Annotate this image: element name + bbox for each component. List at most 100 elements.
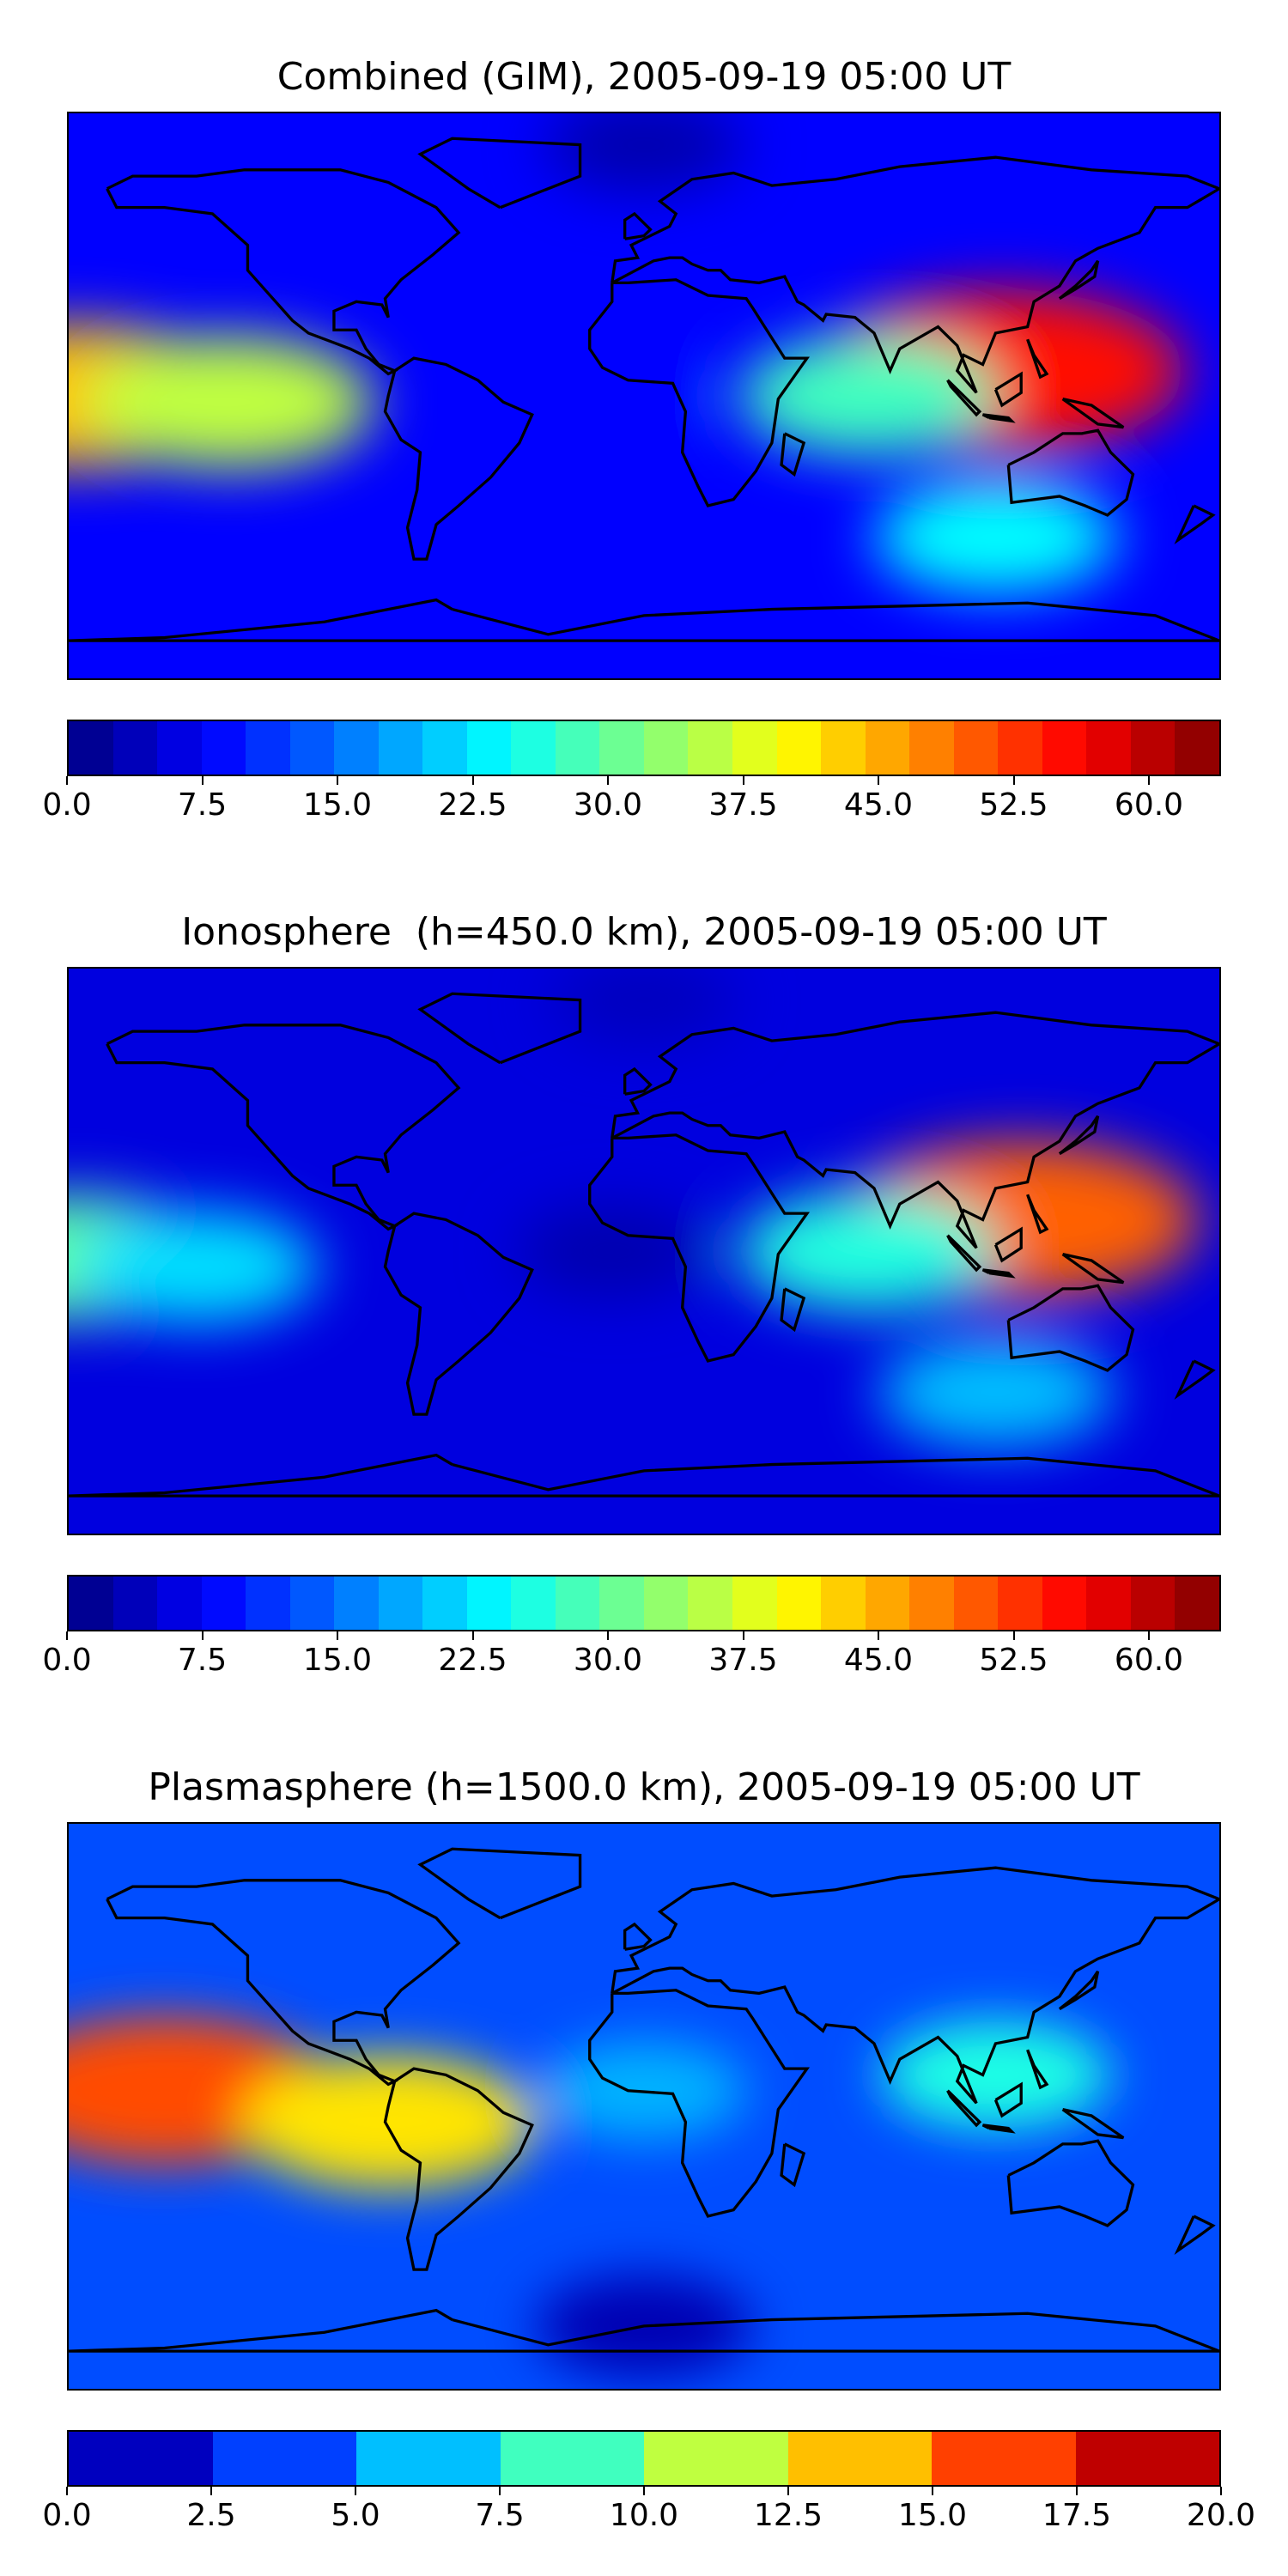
panel-1-coastline-6 xyxy=(69,598,1219,642)
panel-3-colorbar-segment-5 xyxy=(787,2432,932,2485)
panel-3-colorbar-segment-7 xyxy=(1075,2432,1219,2485)
panel-3-coastline-8 xyxy=(981,2123,1016,2134)
panel-1-feature-5 xyxy=(522,351,702,440)
panel-1-map xyxy=(67,112,1221,680)
panel-3-tick-label-2: 5.0 xyxy=(331,2498,380,2533)
panel-2-colorbar-segment-20 xyxy=(953,1577,999,1630)
panel-1-colorbar xyxy=(67,720,1221,776)
panel-2-tick-label-7: 52.5 xyxy=(979,1643,1048,1678)
panel-3-colorbar-segment-0 xyxy=(69,2432,213,2485)
panel-3-colorbar-segment-4 xyxy=(644,2432,788,2485)
panel-1-tick-label-5: 37.5 xyxy=(708,787,778,823)
panel-1-colorbar-segment-18 xyxy=(865,721,910,775)
panel-2-colorbar-segment-3 xyxy=(201,1577,246,1630)
panel-1-colorbar-segment-5 xyxy=(289,721,335,775)
panel-3-map xyxy=(67,1822,1221,2391)
panel-2-colorbar-segment-18 xyxy=(865,1577,910,1630)
panel-1-tick-mark-2 xyxy=(337,776,338,785)
panel-2-tick-label-0: 0.0 xyxy=(42,1643,92,1678)
panel-2-colorbar-segment-1 xyxy=(112,1577,158,1630)
panel-3-coastline-2 xyxy=(417,1847,582,1920)
panel-1-tick-mark-3 xyxy=(471,776,474,785)
panel-3-coastline-6 xyxy=(69,2308,1219,2353)
panel-1-coastline-13 xyxy=(1174,504,1216,545)
panel-1-coastline-11 xyxy=(1058,259,1100,301)
panel-1-tick-mark-5 xyxy=(742,776,744,785)
panel-2-colorbar-segment-0 xyxy=(69,1577,113,1630)
panel-2-colorbar-segment-11 xyxy=(555,1577,600,1630)
panel-2-colorbar-segment-9 xyxy=(466,1577,512,1630)
panel-2-tick-mark-0 xyxy=(66,1631,68,1640)
panel-1-colorbar-segment-9 xyxy=(466,721,512,775)
panel-3-coastline-12 xyxy=(623,1922,653,1951)
panel-2-colorbar-segment-22 xyxy=(1042,1577,1087,1630)
panel-1-tick-label-2: 15.0 xyxy=(302,787,373,823)
panel-1-colorbar-segment-23 xyxy=(1086,721,1131,775)
panel-3-tick-label-0: 0.0 xyxy=(42,2498,92,2533)
panel-1-coastline-9 xyxy=(993,371,1023,408)
panel-2-tick-mark-3 xyxy=(471,1631,474,1640)
panel-1-tick-mark-6 xyxy=(878,776,879,785)
panel-2-colorbar-segment-2 xyxy=(157,1577,202,1630)
panel-2-colorbar-segment-8 xyxy=(422,1577,467,1630)
panel-2-coastline-4 xyxy=(611,1011,1219,1249)
panel-2-colorbar-segment-25 xyxy=(1175,1577,1219,1630)
panel-2-colorbar-ticks: 0.0 7.5 15.0 22.5 30.0 37.5 45.0 52.5 60.0 xyxy=(42,1631,1221,1683)
panel-3-tick-mark-0 xyxy=(66,2487,68,2495)
panel-2-coastline-3 xyxy=(588,1133,811,1363)
panel-2-tick-label-1: 7.5 xyxy=(177,1643,228,1678)
panel-3-tick-label-4: 10.0 xyxy=(609,2498,679,2533)
panel-1-colorbar-segment-17 xyxy=(821,721,866,775)
panel-2-coastline-11 xyxy=(1058,1115,1100,1156)
panel-3-colorbar-segment-3 xyxy=(500,2432,644,2485)
panel-3-tick-label-3: 7.5 xyxy=(475,2498,525,2533)
panel-1-colorbar-segment-6 xyxy=(334,721,379,775)
panel-1-colorbar-segment-10 xyxy=(511,721,556,775)
panel-3-tick-label-7: 17.5 xyxy=(1042,2498,1112,2533)
panel-3-title: Plasmasphere (h=1500.0 km), 2005-09-19 0… xyxy=(148,1765,1140,1809)
panel-1-colorbar-segment-20 xyxy=(953,721,999,775)
panel-3-tick-label-5: 12.5 xyxy=(753,2498,823,2533)
panel-3-coastline-7 xyxy=(946,2089,982,2128)
panel-1-title: Combined (GIM), 2005-09-19 05:00 UT xyxy=(276,55,1012,99)
panel-1-tick-label-3: 22.5 xyxy=(438,787,507,823)
panel-2-colorbar-segment-13 xyxy=(643,1577,689,1630)
panel-2-feature-2 xyxy=(75,1210,319,1324)
panel-2-coastline-14 xyxy=(780,1287,806,1333)
panel-3-coastline-14 xyxy=(780,2142,806,2188)
panel-3-coastline-1 xyxy=(383,2067,534,2271)
panel-1-colorbar-segment-2 xyxy=(157,721,202,775)
panel-1-tick-mark-8 xyxy=(1148,776,1150,785)
panel-2-colorbar-segment-23 xyxy=(1086,1577,1131,1630)
panel-2-colorbar xyxy=(67,1575,1221,1631)
panel-2-tick-label-4: 30.0 xyxy=(573,1643,643,1678)
panel-1-heatmap xyxy=(69,113,1219,678)
panel-3-colorbar-segment-2 xyxy=(356,2432,501,2485)
panel-3-coastline-13 xyxy=(1174,2215,1216,2256)
panel-1-coastline-12 xyxy=(623,211,653,240)
panel-2-coastline-5 xyxy=(1006,1284,1135,1372)
panel-2-tick-label-5: 37.5 xyxy=(708,1643,778,1678)
panel-2-coastline-8 xyxy=(981,1268,1016,1279)
panel-1-coastline-10 xyxy=(1061,398,1125,429)
panel-2-tick-mark-5 xyxy=(742,1631,744,1640)
panel-3-coastline-11 xyxy=(1058,1970,1100,2011)
panel-1-colorbar-segment-15 xyxy=(732,721,777,775)
panel-2-coastline-7 xyxy=(946,1234,982,1273)
panel-1-colorbar-segment-8 xyxy=(422,721,467,775)
panel-1-tick-mark-4 xyxy=(607,776,609,785)
panel-1-coastlines xyxy=(69,137,1219,642)
panel-2-coastline-6 xyxy=(69,1453,1219,1498)
panel-2-heatmap xyxy=(69,969,1219,1534)
panel-3-colorbar-segment-6 xyxy=(932,2432,1076,2485)
panel-2-colorbar-segment-12 xyxy=(599,1577,644,1630)
panel-3-tick-mark-5 xyxy=(787,2487,789,2495)
panel-1-feature-4 xyxy=(874,480,1117,594)
panel-1-coastline-7 xyxy=(946,379,982,417)
panel-3-tick-mark-7 xyxy=(1076,2487,1078,2495)
panel-2-coastline-10 xyxy=(1061,1253,1125,1285)
panel-1-colorbar-segment-13 xyxy=(643,721,689,775)
panel-2-colorbar-segment-7 xyxy=(378,1577,423,1630)
panel-2-colorbar-segment-15 xyxy=(732,1577,777,1630)
panel-2-tick-mark-2 xyxy=(337,1631,338,1640)
